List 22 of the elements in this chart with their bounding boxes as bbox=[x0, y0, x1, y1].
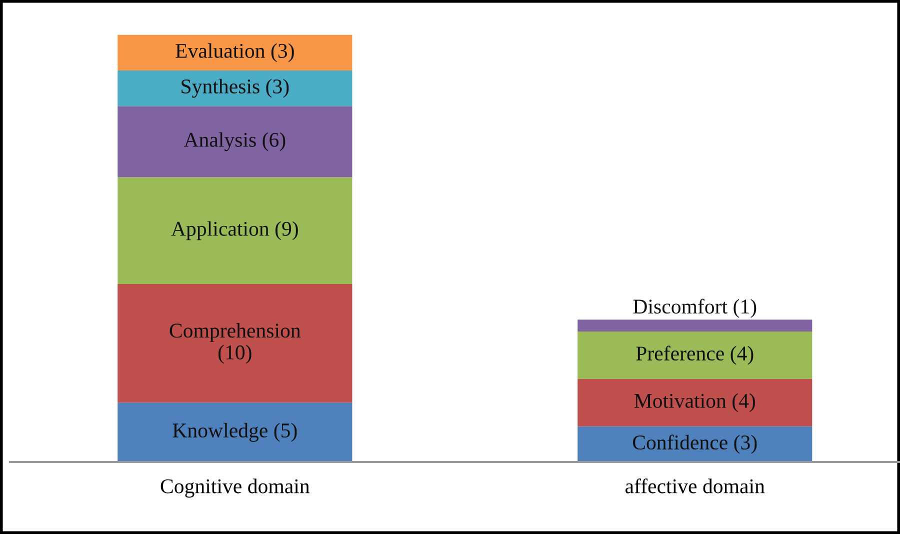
data-label: Analysis (6) bbox=[184, 132, 286, 152]
data-label: Evaluation (3) bbox=[176, 43, 294, 62]
data-label: Preference (4) bbox=[636, 346, 754, 365]
bar bbox=[118, 106, 352, 178]
data-label: Confidence (3) bbox=[632, 434, 757, 454]
x-tick-label: affective domain bbox=[626, 478, 765, 494]
bar bbox=[578, 332, 812, 379]
bar bbox=[118, 34, 352, 70]
data-label: Discomfort (1) bbox=[633, 298, 756, 318]
bar bbox=[578, 426, 812, 462]
data-label: Knowledge (5) bbox=[172, 422, 297, 442]
data-label: Application (9) bbox=[171, 221, 298, 240]
x-tick-label: Cognitive domain bbox=[160, 478, 310, 498]
data-label: Synthesis (3) bbox=[182, 78, 289, 98]
data-label: Motivation (4) bbox=[634, 393, 755, 412]
bar bbox=[118, 284, 352, 403]
data-label: Comprehension (10) bbox=[170, 323, 301, 364]
bar bbox=[118, 70, 352, 106]
bar bbox=[578, 320, 812, 332]
bar bbox=[118, 402, 352, 462]
bar bbox=[118, 177, 352, 284]
bar bbox=[578, 378, 812, 426]
